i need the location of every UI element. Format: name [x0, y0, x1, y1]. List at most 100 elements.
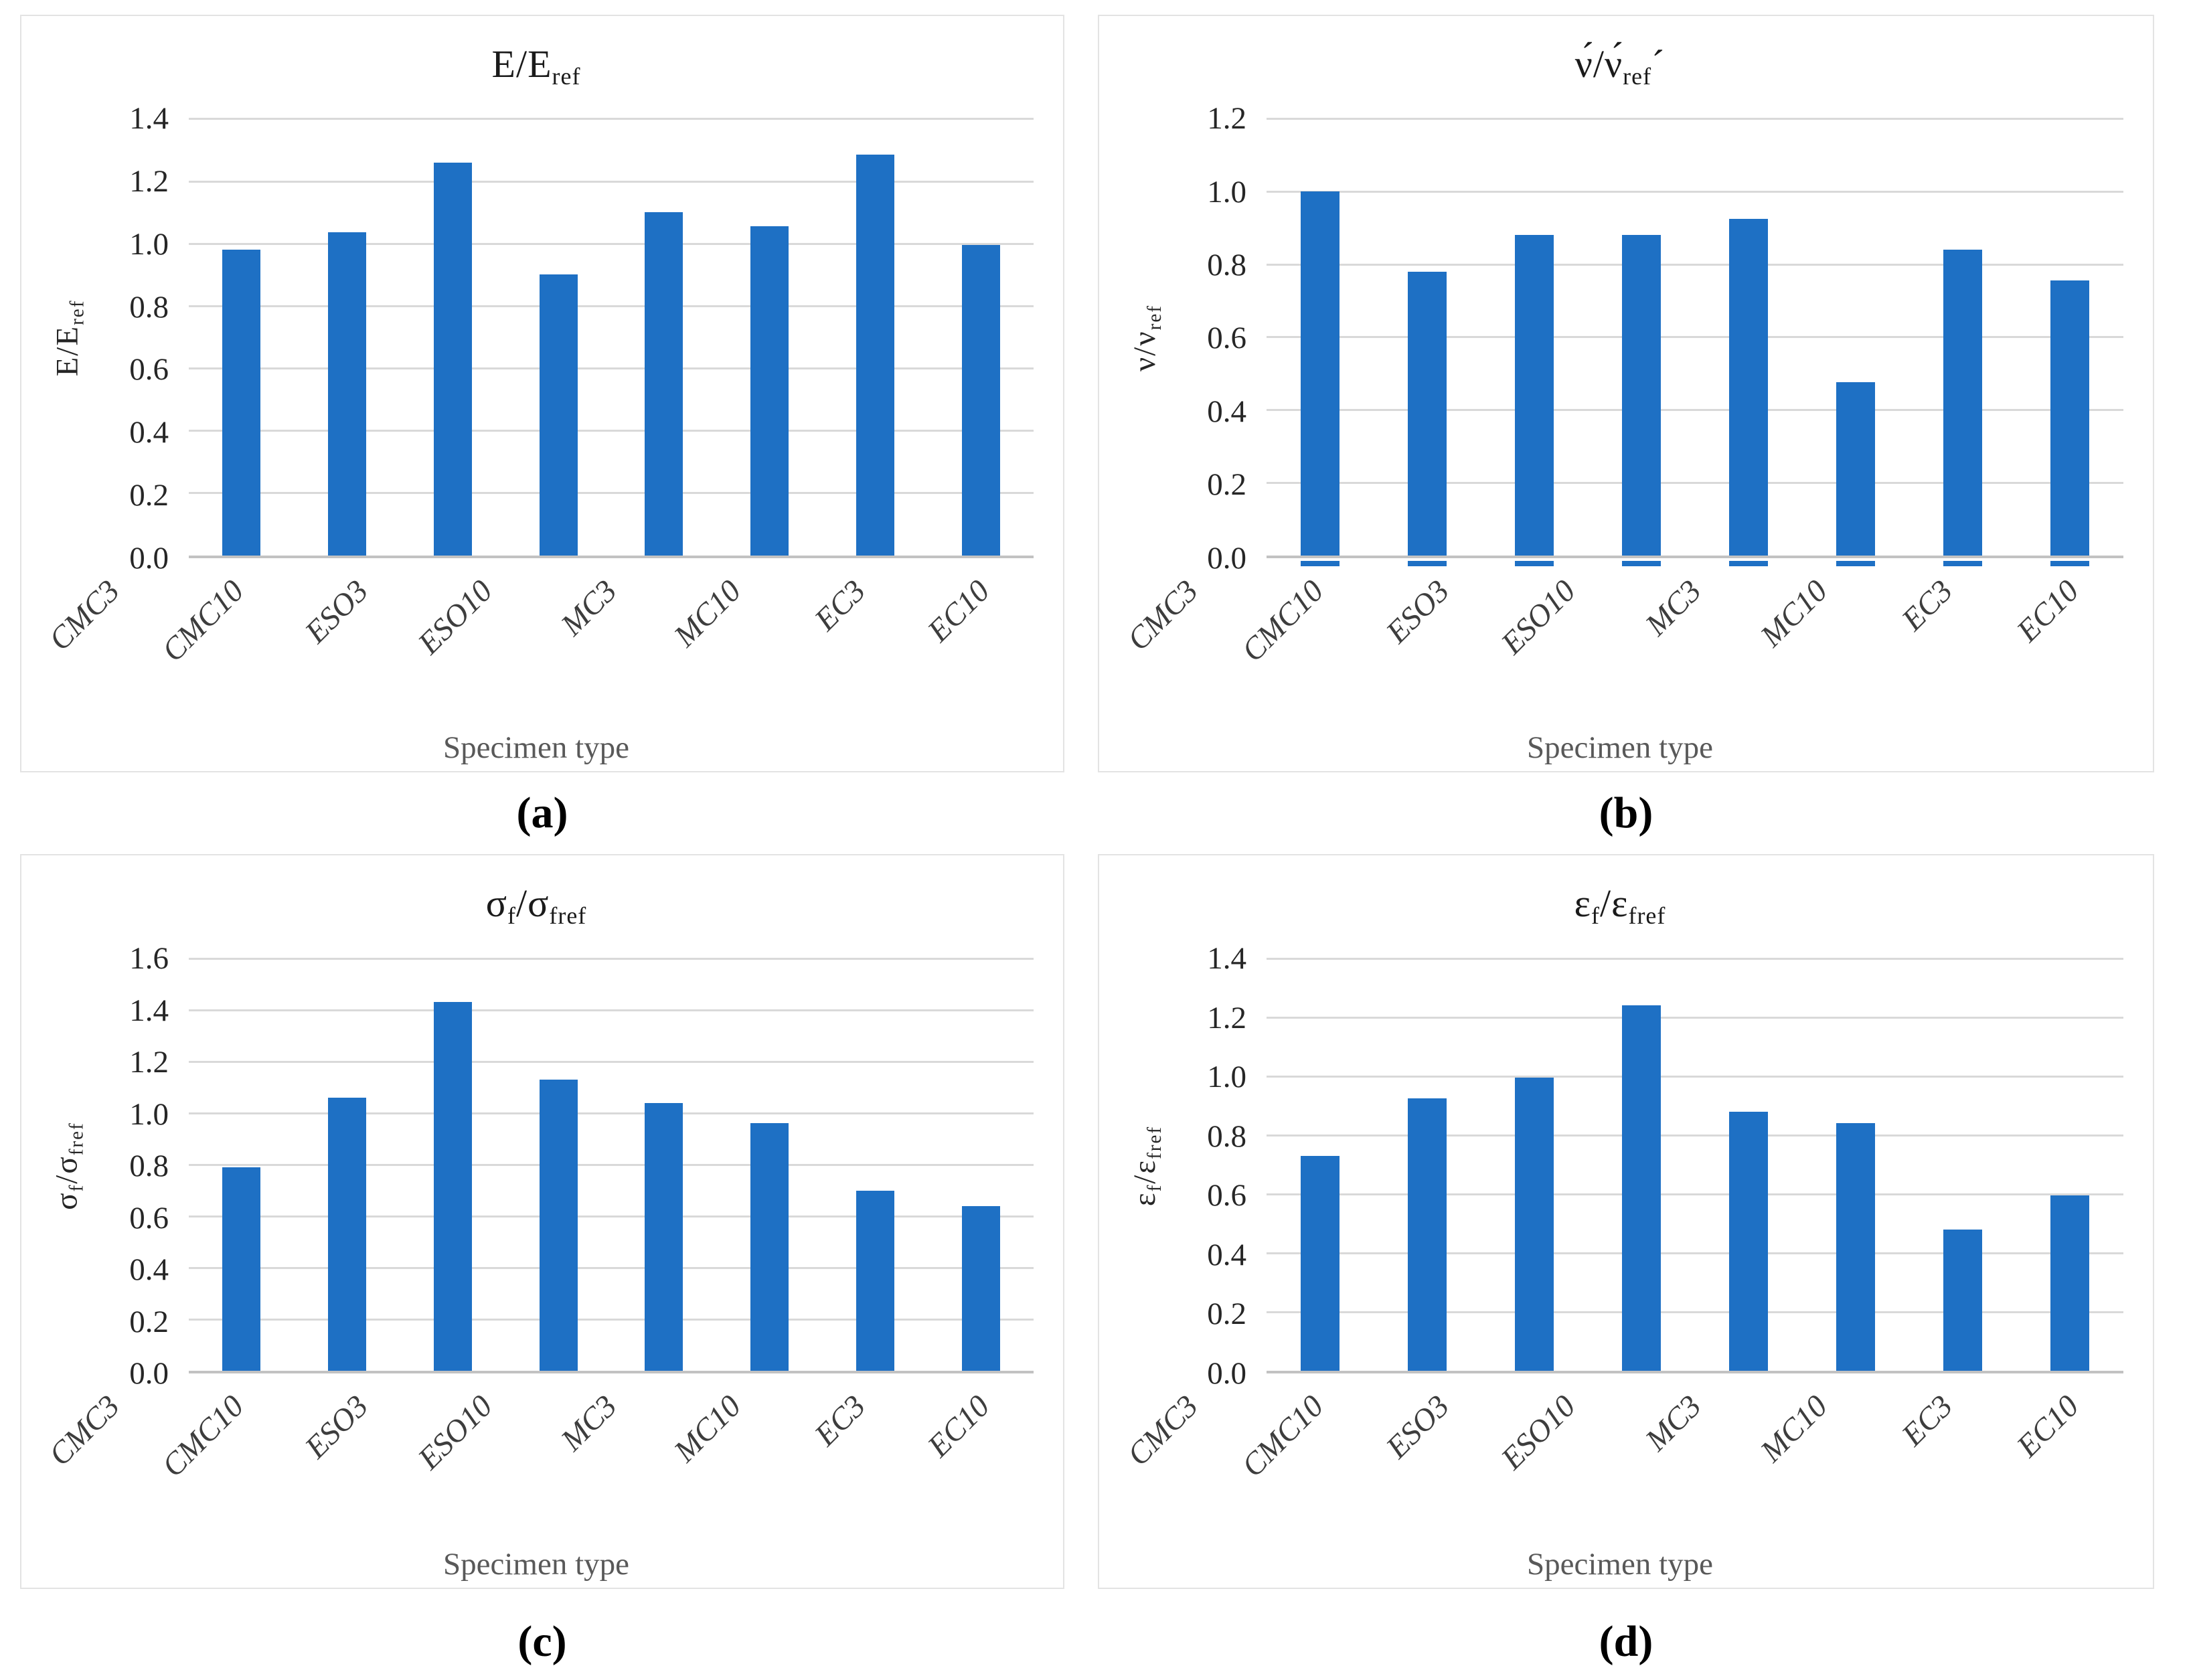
gridline	[189, 1267, 1034, 1269]
baseline-strip-MC3	[1729, 560, 1768, 566]
y-axis-title-d: εf/εfref	[1117, 958, 1173, 1373]
x-tick-label-ESO10: ESO10	[411, 573, 499, 661]
bar-ESO3	[1515, 1078, 1554, 1371]
gridline	[1267, 336, 2123, 339]
bar-CMC3	[1301, 1155, 1340, 1371]
gridline	[1267, 263, 2123, 266]
title-subscript: ref	[66, 300, 88, 326]
x-tick-label-MC10: MC10	[667, 573, 748, 654]
plot-row: ν/νref 1.2 1.0 0.8 0.6 0.4 0.2 0.0	[1117, 101, 2123, 576]
bar-ESO10	[539, 274, 578, 556]
bar-EC10	[2050, 1195, 2089, 1371]
y-axis-title-text: σf/σfref	[49, 1122, 88, 1210]
title-text: /σ	[515, 881, 550, 925]
bar-CMC10	[328, 1097, 366, 1371]
y-tick-label: 0.0	[129, 1356, 169, 1391]
y-tick-label: 0.8	[129, 289, 169, 325]
gridline	[1267, 1076, 2123, 1078]
y-tick-label: 0.4	[1207, 394, 1246, 429]
bar-ESO3	[1515, 235, 1554, 556]
y-tick-label: 0.6	[1207, 1178, 1246, 1213]
x-tick-label-MC3: MC3	[1639, 1388, 1708, 1458]
gridline	[189, 118, 1034, 120]
baseline-strip-EC3	[1943, 560, 1982, 566]
title-text: /σ	[50, 1155, 85, 1184]
bar-CMC10	[328, 232, 366, 556]
x-tick-label-ESO3: ESO3	[1380, 1388, 1457, 1466]
y-tick-label: 0.8	[1207, 248, 1246, 283]
y-tick-label: 0.0	[1207, 540, 1246, 576]
y-axis-title-c: σf/σfref	[39, 958, 95, 1373]
title-text: ε	[1127, 1191, 1162, 1207]
y-tick-label: 1.0	[129, 1096, 169, 1132]
title-subscript: fref	[1628, 902, 1666, 929]
gridline	[189, 1009, 1034, 1011]
bar-EC3	[856, 1190, 894, 1371]
gridline	[189, 180, 1034, 183]
title-subscript: f	[1143, 1183, 1165, 1192]
title-text: ν́/ν́	[1574, 42, 1623, 86]
gridline	[189, 1164, 1034, 1166]
y-tick-label: 0.0	[129, 540, 169, 576]
title-text: σ	[50, 1191, 85, 1210]
x-axis-title-b: Specimen type	[1526, 730, 1713, 765]
y-tick-label: 0.6	[129, 1200, 169, 1236]
x-tick-label-CMC3: CMC3	[42, 1388, 127, 1473]
x-tick-label-CMC10: CMC10	[155, 573, 251, 669]
x-tick-label-ESO3: ESO3	[298, 573, 375, 650]
x-tick-label-MC10: MC10	[1753, 1388, 1834, 1469]
bar-ESO10	[1622, 1005, 1661, 1371]
chart-title-d: εf/εfref	[1117, 866, 2123, 940]
x-tick-label-CMC3: CMC3	[1121, 573, 1205, 657]
x-tick-label-EC10: EC10	[2010, 573, 2086, 649]
title-text: ε	[1574, 881, 1591, 925]
baseline-strip-ESO3	[1515, 560, 1554, 566]
bar-MC10	[1836, 1123, 1875, 1371]
title-subscript: f	[1591, 902, 1600, 929]
baseline-strip-CMC10	[1408, 560, 1447, 566]
gridline	[189, 430, 1034, 432]
plot-area-b	[1267, 118, 2123, 566]
gridline	[189, 1112, 1034, 1114]
x-tick-label-MC10: MC10	[1753, 573, 1834, 654]
y-tick-label: 1.4	[129, 993, 169, 1028]
bar-MC10	[750, 226, 789, 556]
y-axis-title-text: εf/εfref	[1127, 1126, 1165, 1207]
x-tick-label-EC3: EC3	[1895, 1388, 1960, 1453]
x-tick-label-MC3: MC3	[554, 1388, 624, 1458]
chart-title-b: ν́/ν́refˊ	[1117, 27, 2123, 100]
bar-MC3	[645, 212, 683, 556]
title-text: ν/ν	[1127, 330, 1163, 372]
bar-CMC3	[222, 250, 261, 556]
gridline	[189, 492, 1034, 495]
bar-CMC10	[1408, 1098, 1447, 1371]
x-tick-label-CMC10: CMC10	[1235, 573, 1331, 669]
y-tick-label: 0.4	[1207, 1237, 1246, 1272]
x-tick-label-EC3: EC3	[807, 573, 872, 638]
y-tick-label: 1.0	[129, 226, 169, 262]
plot-row: σf/σfref 1.6 1.4 1.2 1.0 0.8 0.6 0.4 0.2 0.0	[39, 941, 1034, 1391]
x-axis-title-a: Specimen type	[442, 730, 629, 765]
y-tick-label: 0.2	[1207, 1296, 1246, 1332]
x-tick-label-ESO10: ESO10	[411, 1388, 499, 1477]
bar-EC10	[2050, 280, 2089, 556]
x-tick-label-MC3: MC3	[1639, 573, 1708, 643]
y-tick-labels: 1.2 1.0 0.8 0.6 0.4 0.2 0.0	[1173, 101, 1267, 575]
y-tick-label: 0.6	[1207, 321, 1246, 356]
caption-c: (c)	[517, 1617, 567, 1666]
x-tick-label-EC3: EC3	[1895, 573, 1960, 638]
y-tick-label: 1.2	[1207, 1000, 1246, 1035]
baseline-strip-ESO10	[1622, 560, 1661, 566]
y-axis-title-b: ν/νref	[1117, 118, 1173, 558]
y-tick-labels: 1.4 1.2 1.0 0.8 0.6 0.4 0.2 0.0	[95, 101, 189, 575]
x-tick-label-ESO10: ESO10	[1494, 573, 1583, 661]
chart-panel-a: E/Eref E/Eref 1.4 1.2 1.0 0.8 0.6 0.4 0.2 0.0 C…	[20, 15, 1064, 772]
x-tick-labels: CMC3 CMC10 ESO3 ESO10 MC3 MC10 EC3 EC10	[1117, 1373, 2123, 1541]
plot-area-d	[1267, 958, 2123, 1373]
bar-EC3	[856, 155, 894, 556]
gridline	[189, 1319, 1034, 1321]
bar-EC10	[961, 245, 1000, 556]
gridline	[1267, 1193, 2123, 1195]
y-tick-label: 1.2	[129, 164, 169, 199]
y-tick-labels: 1.4 1.2 1.0 0.8 0.6 0.4 0.2 0.0	[1173, 941, 1267, 1391]
